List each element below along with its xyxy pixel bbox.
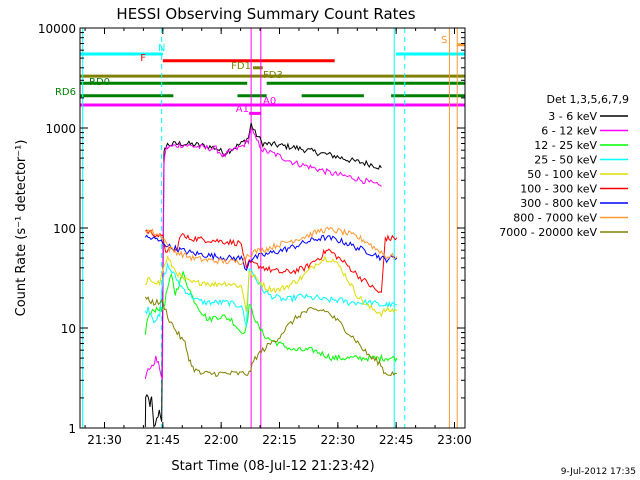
flag-label-fd3: FD3 [263,70,283,81]
x-tick-label: 22:30 [321,433,356,447]
flag-label-f: F [140,53,146,64]
flag-label-fd1: FD1 [231,61,251,72]
y-tick-label: 1000 [45,122,76,136]
legend-label: 6 - 12 keV [541,125,597,138]
flag-label-s: S [441,35,447,46]
x-tick-label: 23:00 [437,433,472,447]
legend-title: Det 1,3,5,6,7,9 [546,93,629,106]
legend-label: 300 - 800 keV [520,197,597,210]
series-line [144,262,397,327]
y-axis-label: Count Rate (s⁻¹ detector⁻¹) [14,140,29,317]
x-tick-label: 21:30 [87,433,122,447]
y-tick-label: 100 [53,222,76,236]
flag-label-n: N [158,43,165,54]
legend-label: 800 - 7000 keV [513,212,597,225]
x-tick-label: 22:00 [204,433,239,447]
footer-date: 9-Jul-2012 17:35 [561,467,636,477]
flag-bars [80,43,465,115]
legend-label: 25 - 50 keV [534,154,597,167]
x-tick-label: 21:45 [146,433,181,447]
series-line [144,122,382,428]
legend-label: 50 - 100 keV [527,168,597,181]
flag-label-rd0: RD0 [89,77,110,88]
chart-title: HESSI Observing Summary Count Rates [116,5,415,23]
x-axis-label: Start Time (08-Jul-12 21:23:42) [171,459,374,474]
x-tick-label: 22:45 [379,433,414,447]
y-tick-label: 10000 [38,22,76,36]
series-line [145,229,398,293]
series-lines [144,122,398,428]
legend-label: 100 - 300 keV [520,183,597,196]
flag-label-a1: A1 [236,104,249,115]
y-tick-label: 10 [61,322,76,336]
y-tick-label: 1 [68,422,76,436]
series-line [144,296,398,378]
flag-label-a0: A0 [263,96,276,107]
legend-label: 3 - 6 keV [548,110,597,123]
legend-label: 7000 - 20000 keV [499,226,597,239]
flag-labels: N S F FD1 FD3 RD0 RD6 A0 A1 [55,35,447,115]
axis-ticks: 21:30 21:45 22:00 22:15 22:30 22:45 23:00 1 10 10… [38,22,472,447]
series-line [144,255,398,318]
series-line [144,128,382,380]
series-line [144,226,398,266]
flag-label-rd6: RD6 [55,87,76,98]
x-tick-label: 22:15 [262,433,297,447]
legend-label: 12 - 25 keV [534,139,597,152]
series-line [144,234,398,272]
series-line [144,271,398,363]
